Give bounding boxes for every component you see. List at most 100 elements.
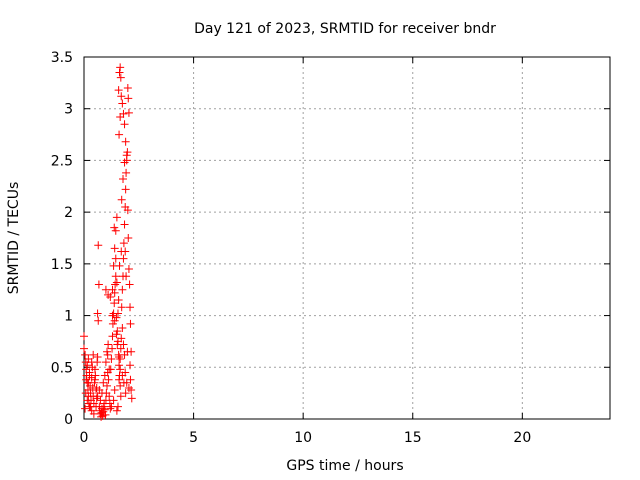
data-point — [119, 239, 128, 248]
data-point — [120, 158, 129, 167]
data-point — [121, 137, 130, 146]
data-point — [123, 347, 132, 356]
data-point — [118, 371, 127, 380]
data-point — [101, 358, 110, 367]
y-tick-label: 0 — [64, 412, 73, 428]
data-point — [114, 86, 123, 95]
data-point — [80, 344, 88, 353]
data-point — [119, 254, 128, 263]
data-point — [116, 365, 125, 374]
data-point — [121, 247, 130, 256]
data-point — [118, 99, 127, 108]
x-tick-label: 0 — [80, 430, 89, 446]
data-point — [116, 73, 125, 82]
x-axis-label: GPS time / hours — [286, 458, 403, 474]
data-point — [124, 234, 133, 242]
data-point — [122, 156, 131, 165]
data-point — [80, 332, 88, 341]
data-point — [106, 404, 115, 413]
data-point — [121, 389, 130, 398]
data-point — [123, 148, 132, 157]
data-point — [83, 396, 92, 405]
data-point — [119, 175, 128, 184]
data-point — [104, 375, 113, 384]
data-point — [110, 386, 119, 395]
data-point — [111, 280, 120, 289]
data-point — [124, 108, 133, 117]
data-point — [126, 303, 135, 312]
y-tick-label: 0.5 — [51, 360, 73, 376]
y-axis-label: SRMTID / TECUs — [6, 182, 22, 295]
data-point — [116, 392, 125, 401]
data-point — [111, 254, 120, 263]
data-point — [115, 375, 124, 384]
grid-lines — [84, 57, 610, 419]
data-point — [99, 378, 108, 387]
data-point — [81, 404, 90, 413]
data-point — [112, 406, 121, 415]
data-point — [124, 383, 133, 392]
data-point — [115, 68, 124, 77]
data-point — [96, 396, 105, 405]
data-point — [117, 334, 126, 343]
x-tick-label: 5 — [189, 430, 198, 446]
data-point — [110, 316, 119, 325]
data-point — [107, 355, 116, 364]
data-point — [92, 383, 101, 392]
data-point — [85, 371, 94, 380]
data-point — [90, 375, 99, 384]
data-point — [124, 94, 133, 103]
y-tick-label: 1.5 — [51, 257, 73, 273]
data-point — [87, 358, 96, 367]
data-point — [110, 244, 119, 253]
data-point — [103, 350, 112, 359]
y-tick-label: 3.5 — [51, 50, 73, 66]
data-point — [92, 394, 101, 403]
data-point — [81, 389, 90, 398]
axis-ticks: 0 5 10 15 20 0 0.5 1 1.5 2 2.5 3 3.5 — [51, 50, 610, 446]
data-point — [104, 290, 113, 299]
data-point — [123, 84, 132, 93]
data-point — [116, 63, 125, 72]
data-point — [94, 316, 103, 325]
data-point — [104, 340, 113, 349]
data-point — [100, 371, 109, 380]
x-tick-label: 15 — [404, 430, 422, 446]
data-point — [93, 392, 102, 401]
data-point — [114, 296, 123, 305]
data-point — [105, 392, 114, 401]
y-tick-label: 2.5 — [51, 153, 73, 169]
data-point — [93, 352, 102, 361]
data-point — [117, 303, 126, 312]
data-point — [120, 220, 129, 229]
data-point — [110, 223, 119, 232]
data-point — [126, 319, 135, 328]
data-point — [112, 330, 121, 339]
data-point — [107, 402, 116, 411]
data-point — [81, 350, 90, 359]
data-point — [101, 285, 110, 294]
data-point — [117, 195, 126, 204]
data-point — [122, 168, 131, 177]
data-point — [101, 410, 110, 419]
data-points — [80, 63, 136, 421]
data-point — [106, 292, 115, 301]
data-point — [116, 344, 125, 353]
data-point — [113, 340, 122, 349]
data-point — [125, 280, 134, 289]
data-point — [108, 311, 117, 320]
data-point — [119, 378, 128, 387]
data-point — [108, 332, 117, 341]
data-point — [93, 309, 102, 318]
data-point — [108, 344, 117, 353]
y-tick-label: 2 — [64, 205, 73, 221]
data-point — [109, 396, 118, 405]
data-point — [127, 394, 136, 403]
data-point — [110, 299, 119, 308]
data-point — [115, 361, 124, 370]
data-point — [113, 309, 122, 318]
data-point — [122, 272, 131, 281]
data-point — [84, 378, 93, 387]
data-point — [124, 265, 133, 274]
